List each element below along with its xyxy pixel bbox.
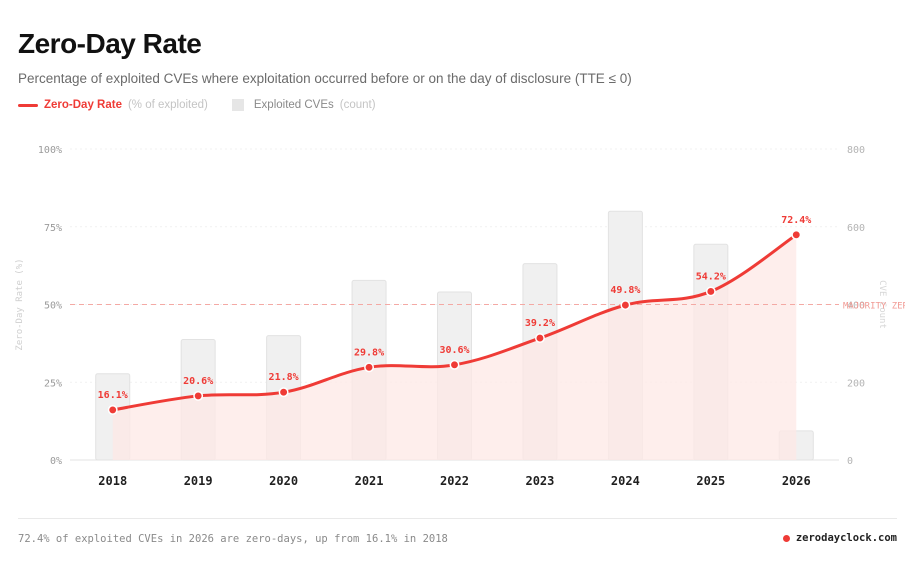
zero-day-point [791,229,802,240]
zero-day-data-label: 20.6% [183,376,213,387]
x-tick-label: 2020 [269,474,298,488]
x-tick-label: 2025 [696,474,725,488]
brand-label: zerodayclock.com [795,532,897,544]
y-right-tick-label: 0 [847,456,853,467]
zero-day-point [193,390,204,401]
x-tick-label: 2021 [355,474,384,488]
zero-day-point [620,300,631,311]
x-tick-label: 2022 [440,474,469,488]
y-left-tick-label: 50% [44,301,62,312]
zero-day-point [107,404,118,415]
zero-day-point [364,362,375,373]
y-right-tick-label: 800 [847,145,865,156]
y-right-tick-label: 400 [847,301,865,312]
legend-bar-swatch [231,99,244,111]
zero-day-data-label: 72.4% [781,215,811,226]
x-tick-label: 2023 [525,474,554,488]
x-tick-label: 2024 [611,474,640,488]
legend-item-zero-day-rate[interactable]: Zero-Day Rate (% of exploited) [18,99,208,111]
y-right-tick-label: 600 [847,223,865,234]
brand-dot-icon [782,534,790,542]
zero-day-data-label: 21.8% [269,372,299,383]
zero-day-data-label: 29.8% [354,347,384,358]
zero-day-area [112,234,797,460]
y-left-axis-title: Zero-Day Rate (%) [15,258,25,350]
zero-day-data-label: 54.2% [696,271,726,282]
brand-link[interactable]: zerodayclock.com [782,532,897,544]
zero-day-data-label: 39.2% [525,318,555,329]
y-right-axis-title: CVE Count [877,280,887,329]
zero-day-point [534,333,545,344]
legend-bar-unit: (count) [339,99,376,111]
legend-bar-label: Exploited CVEs [253,99,334,111]
zero-day-data-label: 49.8% [610,285,640,296]
zero-day-data-label: 30.6% [439,345,469,356]
page-subtitle: Percentage of exploited CVEs where explo… [18,71,632,86]
y-left-tick-label: 100% [38,145,62,156]
legend-line-swatch [18,103,38,107]
page-title: Zero-Day Rate [18,28,202,59]
zero-day-point [705,286,716,297]
x-tick-label: 2019 [184,474,213,488]
reference-line-label: MAJORITY ZERO-DAY [843,302,905,312]
x-tick-label: 2026 [782,474,811,488]
y-right-tick-label: 200 [847,378,865,389]
zero-day-point [449,359,460,370]
y-left-tick-label: 0% [50,456,62,467]
footer-note: 72.4% of exploited CVEs in 2026 are zero… [18,533,448,545]
x-tick-label: 2018 [98,474,127,488]
y-left-tick-label: 25% [44,378,62,389]
legend-line-label: Zero-Day Rate [44,99,122,111]
zero-day-point [278,387,289,398]
y-left-tick-label: 75% [44,223,62,234]
chart-legend: Zero-Day Rate (% of exploited) Exploited… [18,99,400,111]
legend-item-exploited-cves[interactable]: Exploited CVEs (count) [231,99,376,111]
zero-day-data-label: 16.1% [98,390,128,401]
footer-divider [18,518,897,519]
legend-line-unit: (% of exploited) [127,99,208,111]
